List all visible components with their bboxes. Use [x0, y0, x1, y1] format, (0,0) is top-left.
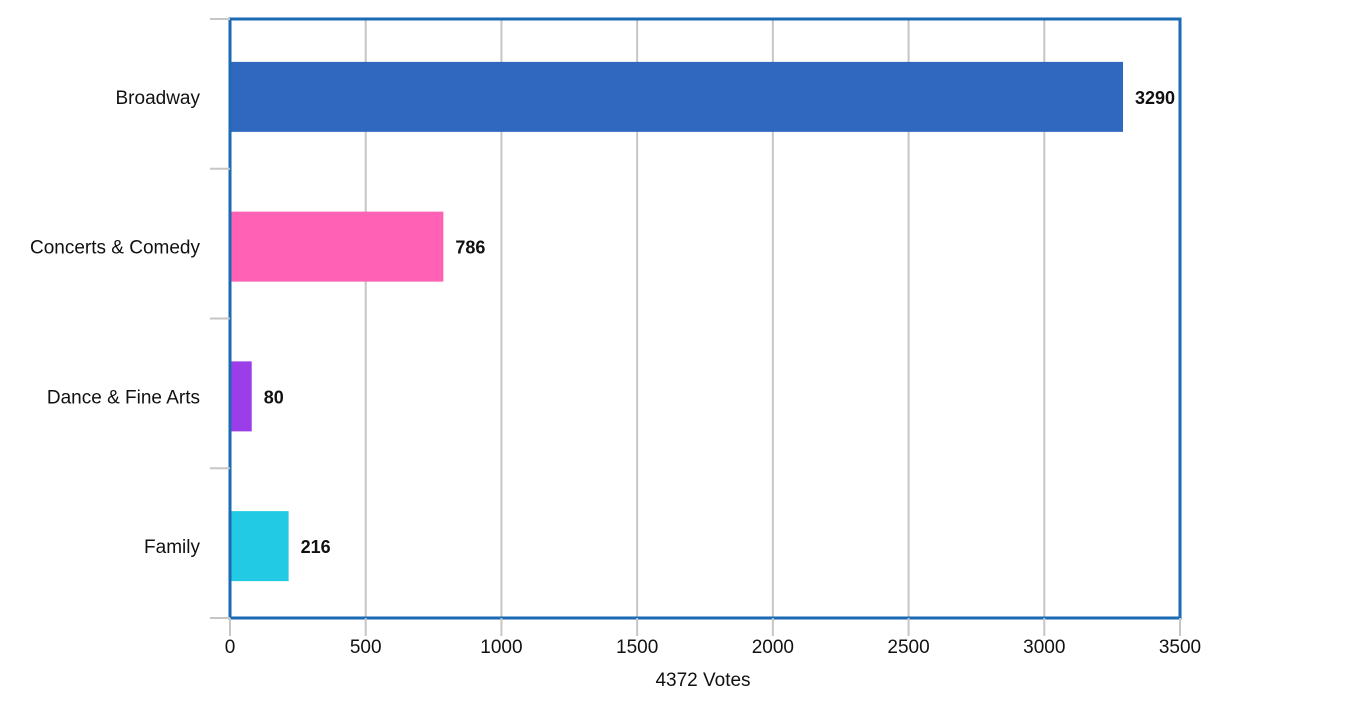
category-label: Concerts & Comedy: [30, 238, 201, 259]
labels: 0 500 1000 1500 2000 2500 3000 3500 Broadway 3290…: [30, 88, 1201, 658]
category-label: Dance & Fine Arts: [47, 387, 200, 408]
bar: [230, 211, 444, 282]
x-tick-label: 3500: [1159, 637, 1201, 658]
x-tick-label: 2500: [887, 637, 929, 658]
x-tick-label: 500: [350, 637, 382, 658]
x-tick-label: 1500: [616, 637, 658, 658]
category-label: Broadway: [116, 88, 201, 109]
x-axis-title: 4372 Votes: [655, 670, 750, 691]
category-label: Family: [144, 537, 200, 558]
bar: [230, 61, 1123, 132]
x-tick-label: 0: [225, 637, 236, 658]
x-tick-label: 3000: [1023, 637, 1065, 658]
value-label: 80: [264, 387, 284, 407]
value-label: 786: [455, 238, 485, 258]
x-tick-label: 1000: [480, 637, 522, 658]
bar: [230, 361, 252, 432]
x-tick-label: 2000: [752, 637, 794, 658]
axis-ticks: [210, 18, 1181, 636]
bars: [230, 61, 1123, 582]
value-label: 3290: [1135, 88, 1175, 108]
bar: [230, 511, 289, 582]
value-label: 216: [301, 537, 331, 557]
